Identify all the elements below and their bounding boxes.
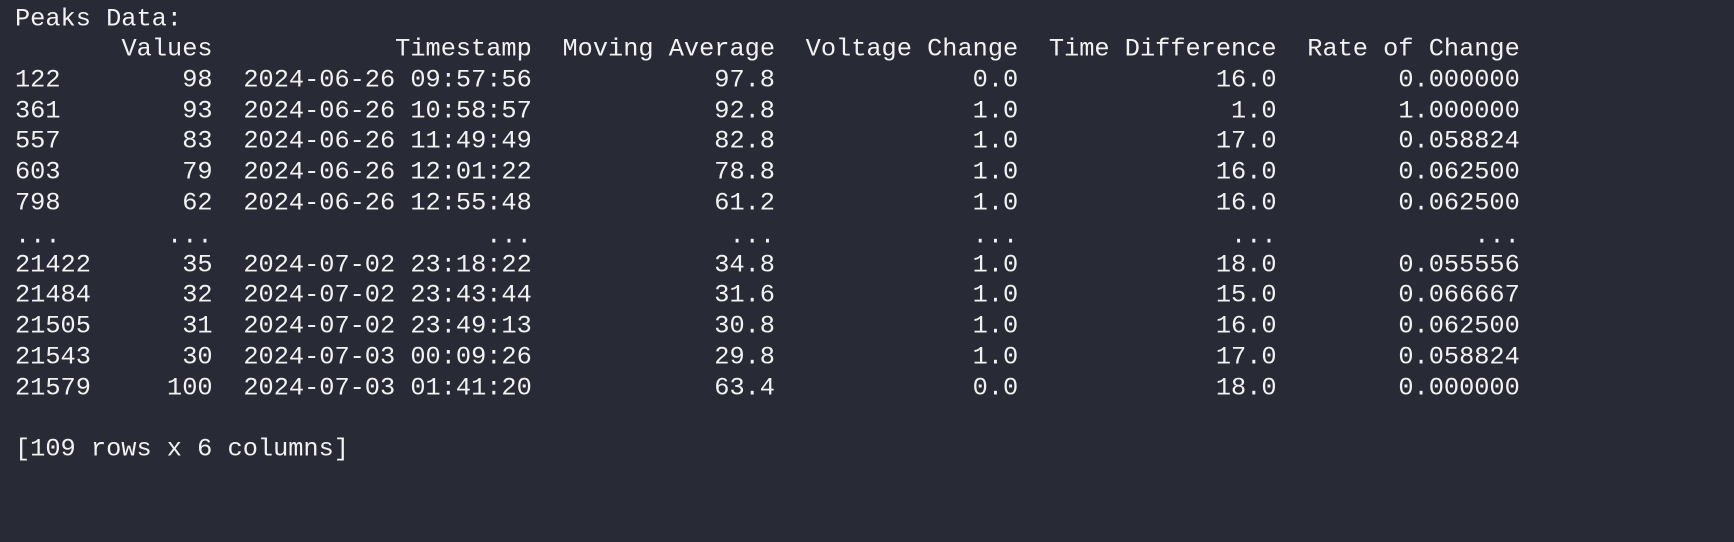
table-cell: ... <box>973 222 1019 251</box>
table-cell: 2024-07-03 01:41:20 <box>243 374 531 403</box>
row-index: 798 <box>15 189 61 218</box>
table-cell: 17.0 <box>1216 343 1277 372</box>
table-cell: 15.0 <box>1216 281 1277 310</box>
table-cell: 98 <box>182 66 212 95</box>
table-cell: 82.8 <box>714 127 775 156</box>
table-cell: 0.058824 <box>1398 127 1519 156</box>
table-cell: 0.000000 <box>1398 374 1519 403</box>
table-cell: 2024-07-03 00:09:26 <box>243 343 531 372</box>
table-cell: ... <box>1474 222 1520 251</box>
table-cell: 100 <box>167 374 213 403</box>
column-header: Rate of Change <box>1307 35 1520 64</box>
table-cell: ... <box>167 222 213 251</box>
table-cell: 2024-06-26 10:58:57 <box>243 97 531 126</box>
table-cell: 31.6 <box>714 281 775 310</box>
table-cell: ... <box>1231 222 1277 251</box>
table-cell: 1.0 <box>973 312 1019 341</box>
column-header: Timestamp <box>395 35 532 64</box>
table-cell: 1.0 <box>973 343 1019 372</box>
row-index: ... <box>15 222 61 251</box>
table-cell: 63.4 <box>714 374 775 403</box>
column-header: Voltage Change <box>806 35 1019 64</box>
table-cell: 0.062500 <box>1398 312 1519 341</box>
table-cell: 0.062500 <box>1398 158 1519 187</box>
table-cell: 2024-07-02 23:49:13 <box>243 312 531 341</box>
column-header: Time Difference <box>1049 35 1277 64</box>
row-index: 21422 <box>15 251 91 280</box>
table-cell: 0.066667 <box>1398 281 1519 310</box>
table-cell: 79 <box>182 158 212 187</box>
table-cell: 78.8 <box>714 158 775 187</box>
table-cell: 1.0 <box>973 97 1019 126</box>
table-cell: 1.0 <box>973 127 1019 156</box>
row-index: 21579 <box>15 374 91 403</box>
table-cell: 16.0 <box>1216 66 1277 95</box>
table-cell: 0.058824 <box>1398 343 1519 372</box>
table-cell: 1.0 <box>973 281 1019 310</box>
table-cell: 0.055556 <box>1398 251 1519 280</box>
table-cell: 97.8 <box>714 66 775 95</box>
table-cell: 16.0 <box>1216 312 1277 341</box>
table-cell: 2024-06-26 11:49:49 <box>243 127 531 156</box>
table-cell: ... <box>729 222 775 251</box>
table-cell: 31 <box>182 312 212 341</box>
table-cell: 30.8 <box>714 312 775 341</box>
table-cell: 35 <box>182 251 212 280</box>
table-cell: 17.0 <box>1216 127 1277 156</box>
table-cell: ... <box>486 222 532 251</box>
row-index: 557 <box>15 127 61 156</box>
row-index: 361 <box>15 97 61 126</box>
table-cell: 61.2 <box>714 189 775 218</box>
table-cell: 2024-06-26 09:57:56 <box>243 66 531 95</box>
table-cell: 18.0 <box>1216 374 1277 403</box>
table-cell: 34.8 <box>714 251 775 280</box>
table-cell: 0.000000 <box>1398 66 1519 95</box>
table-cell: 0.0 <box>973 66 1019 95</box>
table-cell: 1.0 <box>973 251 1019 280</box>
output-footer: [109 rows x 6 columns] <box>15 435 349 464</box>
table-cell: 92.8 <box>714 97 775 126</box>
table-cell: 16.0 <box>1216 189 1277 218</box>
table-cell: 18.0 <box>1216 251 1277 280</box>
table-cell: 62 <box>182 189 212 218</box>
table-cell: 16.0 <box>1216 158 1277 187</box>
row-index: 21543 <box>15 343 91 372</box>
column-header: Moving Average <box>562 35 775 64</box>
table-cell: 1.0 <box>973 158 1019 187</box>
row-index: 122 <box>15 66 61 95</box>
column-header: Values <box>122 35 213 64</box>
table-cell: 93 <box>182 97 212 126</box>
table-cell: 30 <box>182 343 212 372</box>
output-title: Peaks Data: <box>15 5 182 34</box>
table-cell: 83 <box>182 127 212 156</box>
table-cell: 2024-06-26 12:55:48 <box>243 189 531 218</box>
table-cell: 1.0 <box>1231 97 1277 126</box>
row-index: 603 <box>15 158 61 187</box>
table-cell: 2024-07-02 23:43:44 <box>243 281 531 310</box>
table-cell: 29.8 <box>714 343 775 372</box>
table-cell: 0.0 <box>973 374 1019 403</box>
table-cell: 1.0 <box>973 189 1019 218</box>
table-cell: 0.062500 <box>1398 189 1519 218</box>
table-cell: 32 <box>182 281 212 310</box>
table-cell: 1.000000 <box>1398 97 1519 126</box>
table-cell: 2024-07-02 23:18:22 <box>243 251 531 280</box>
row-index: 21484 <box>15 281 91 310</box>
row-index: 21505 <box>15 312 91 341</box>
table-cell: 2024-06-26 12:01:22 <box>243 158 531 187</box>
